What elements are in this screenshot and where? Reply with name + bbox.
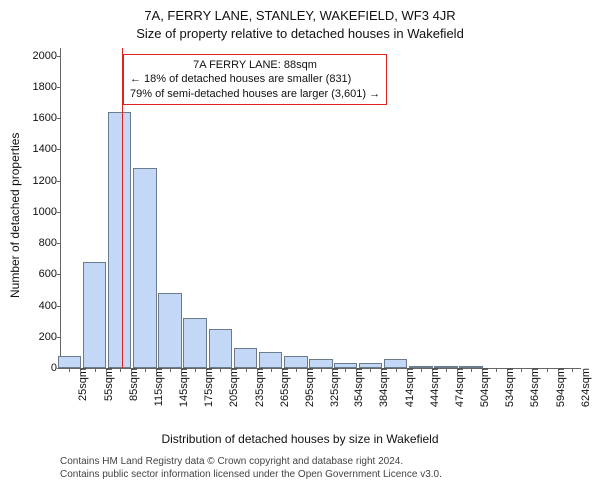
histogram-bar [434, 366, 457, 368]
histogram-bar [359, 363, 382, 368]
x-tick-mark [195, 368, 196, 372]
x-tick-mark [120, 368, 121, 372]
histogram-bar [108, 112, 131, 368]
x-axis-label: Distribution of detached houses by size … [0, 432, 600, 446]
x-tick-mark [271, 368, 272, 372]
x-tick-mark [471, 368, 472, 372]
histogram-bar [209, 329, 232, 368]
histogram-bar [384, 359, 407, 368]
x-tick-label: 354sqm [349, 368, 365, 407]
x-tick-label: 594sqm [551, 368, 567, 407]
y-tick-label: 2000 [33, 50, 61, 62]
histogram-bar [259, 352, 282, 368]
histogram-bar [58, 356, 81, 368]
y-tick-label: 400 [39, 300, 61, 312]
x-tick-label: 624sqm [576, 368, 592, 407]
footer-line-1: Contains HM Land Registry data © Crown c… [60, 456, 442, 469]
x-tick-label: 265sqm [275, 368, 291, 407]
y-tick-label: 1800 [33, 81, 61, 93]
x-tick-label: 25sqm [73, 368, 89, 401]
x-tick-label: 534sqm [500, 368, 516, 407]
histogram-bar [334, 363, 357, 368]
y-tick-label: 200 [39, 331, 61, 343]
x-tick-label: 295sqm [300, 368, 316, 407]
x-tick-mark [572, 368, 573, 372]
x-tick-label: 444sqm [425, 368, 441, 407]
x-tick-mark [69, 368, 70, 372]
x-tick-mark [170, 368, 171, 372]
x-tick-label: 55sqm [99, 368, 115, 401]
footer-attribution: Contains HM Land Registry data © Crown c… [60, 456, 442, 481]
x-tick-mark [345, 368, 346, 372]
x-tick-label: 384sqm [374, 368, 390, 407]
x-tick-mark [521, 368, 522, 372]
annotation-line: ← 18% of detached houses are smaller (83… [130, 72, 380, 86]
x-tick-mark [220, 368, 221, 372]
x-tick-label: 414sqm [400, 368, 416, 407]
x-tick-mark [496, 368, 497, 372]
x-tick-label: 115sqm [149, 368, 165, 406]
annotation-line: 79% of semi-detached houses are larger (… [130, 87, 380, 101]
histogram-bar [83, 262, 106, 368]
y-tick-label: 1000 [33, 206, 61, 218]
histogram-bar [133, 168, 156, 368]
x-tick-mark [246, 368, 247, 372]
chart-title-line1: 7A, FERRY LANE, STANLEY, WAKEFIELD, WF3 … [0, 8, 600, 23]
x-tick-label: 325sqm [325, 368, 341, 407]
histogram-bar [459, 366, 482, 368]
x-tick-label: 474sqm [450, 368, 466, 407]
x-tick-label: 504sqm [475, 368, 491, 407]
x-tick-mark [95, 368, 96, 372]
x-tick-label: 235sqm [250, 368, 266, 407]
y-tick-label: 1600 [33, 112, 61, 124]
x-tick-label: 564sqm [525, 368, 541, 407]
x-tick-label: 85sqm [124, 368, 140, 401]
histogram-bar [284, 356, 307, 368]
histogram-bar [309, 359, 332, 368]
y-tick-label: 600 [39, 268, 61, 280]
histogram-plot: 020040060080010001200140016001800200025s… [60, 48, 581, 369]
x-tick-label: 205sqm [224, 368, 240, 407]
x-tick-mark [145, 368, 146, 372]
annotation-box: 7A FERRY LANE: 88sqm← 18% of detached ho… [123, 54, 387, 105]
x-tick-mark [370, 368, 371, 372]
x-tick-mark [321, 368, 322, 372]
y-tick-label: 1400 [33, 143, 61, 155]
y-axis-label: Number of detached properties [8, 132, 22, 297]
histogram-bar [409, 366, 432, 368]
x-tick-mark [446, 368, 447, 372]
histogram-bar [234, 348, 257, 368]
x-tick-mark [296, 368, 297, 372]
y-tick-label: 800 [39, 237, 61, 249]
chart-title-line2: Size of property relative to detached ho… [0, 26, 600, 41]
y-tick-label: 1200 [33, 175, 61, 187]
x-tick-mark [396, 368, 397, 372]
x-tick-label: 175sqm [199, 368, 215, 407]
annotation-line: 7A FERRY LANE: 88sqm [130, 58, 380, 72]
x-tick-mark [547, 368, 548, 372]
x-tick-label: 145sqm [174, 368, 190, 407]
histogram-bar [183, 318, 206, 368]
histogram-bar [158, 293, 181, 368]
x-tick-mark [421, 368, 422, 372]
footer-line-2: Contains public sector information licen… [60, 469, 442, 482]
